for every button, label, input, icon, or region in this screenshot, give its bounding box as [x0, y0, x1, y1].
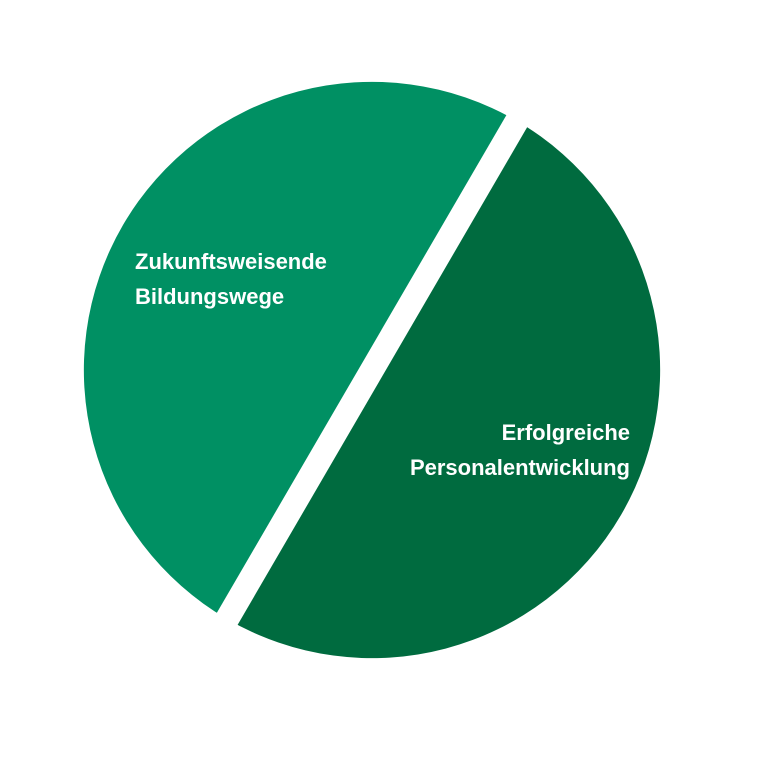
segment-label-left: Zukunftsweisende Bildungswege: [135, 244, 327, 314]
label-line: Personalentwicklung: [409, 455, 630, 480]
label-line: Erfolgreiche: [501, 420, 630, 445]
label-line: Zukunftsweisende: [135, 249, 327, 274]
segment-erfolgreiche-personalentwicklung: [227, 121, 661, 659]
segment-zukunftsweisende-bildungswege: [83, 81, 518, 619]
divider-gap: [201, 88, 543, 652]
segment-label-right: Erfolgreiche Personalentwicklung: [410, 415, 630, 485]
label-line: Bildungswege: [135, 284, 285, 309]
